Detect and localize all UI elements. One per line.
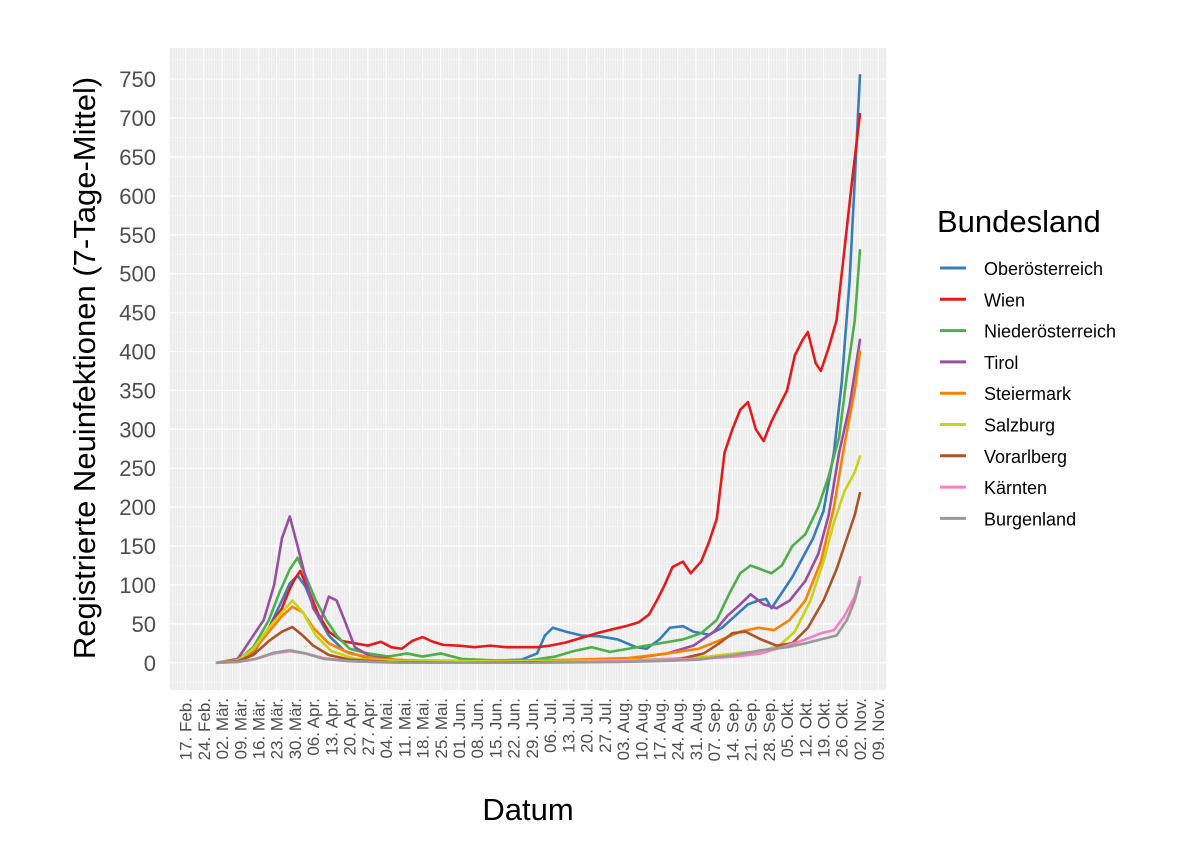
y-tick-label: 300 — [119, 417, 156, 442]
x-tick-label: 31. Aug. — [687, 698, 706, 760]
legend-label: Vorarlberg — [984, 447, 1067, 467]
x-tick-label: 17. Feb. — [177, 698, 196, 760]
panel-background — [170, 48, 886, 690]
legend-label: Kärnten — [984, 478, 1047, 498]
x-tick-label: 20. Apr. — [341, 698, 360, 756]
y-tick-label: 450 — [119, 301, 156, 326]
x-tick-label: 13. Apr. — [322, 698, 341, 756]
x-tick-label: 27. Jul. — [596, 698, 615, 753]
x-tick-label: 03. Aug. — [614, 698, 633, 760]
x-tick-label: 16. Mär. — [250, 698, 269, 759]
y-tick-label: 0 — [144, 651, 156, 676]
y-tick-label: 200 — [119, 495, 156, 520]
x-tick-label: 19. Okt. — [815, 698, 834, 758]
y-tick-label: 100 — [119, 573, 156, 598]
x-tick-label: 12. Okt. — [796, 698, 815, 758]
x-tick-label: 13. Jul. — [559, 698, 578, 753]
x-axis-ticks: 17. Feb. 24. Feb. 02. Mär. 09. Mär. 16. Mär.… — [177, 698, 889, 761]
y-tick-label: 500 — [119, 262, 156, 287]
x-tick-label: 25. Mai. — [432, 698, 451, 758]
grid-lines — [169, 48, 887, 690]
x-tick-label: 29. Jun. — [523, 698, 542, 759]
legend-label: Salzburg — [984, 416, 1055, 436]
x-tick-label: 06. Jul. — [541, 698, 560, 753]
y-tick-label: 400 — [119, 339, 156, 364]
x-tick-label: 11. Mai. — [395, 698, 414, 757]
x-tick-label: 15. Jun. — [486, 698, 505, 759]
x-tick-label: 21. Sep. — [742, 698, 761, 761]
x-tick-label: 07. Sep. — [705, 698, 724, 761]
x-tick-label: 04. Mai. — [377, 698, 396, 758]
y-tick-label: 250 — [119, 456, 156, 481]
x-tick-label: 02. Mär. — [213, 698, 232, 759]
legend-label: Burgenland — [984, 509, 1076, 529]
x-axis-title: Datum — [482, 792, 573, 827]
y-tick-label: 650 — [119, 145, 156, 170]
y-tick-label: 750 — [119, 67, 156, 92]
legend-title: Bundesland — [937, 204, 1101, 239]
legend-label: Steiermark — [984, 384, 1072, 404]
series-lines — [215, 73, 862, 665]
legend-items: Oberösterreich Wien Niederösterreich Tirol S… — [940, 259, 1116, 529]
x-tick-label: 06. Apr. — [304, 698, 323, 756]
x-tick-label: 20. Jul. — [578, 698, 597, 753]
x-tick-label: 30. Mär. — [286, 698, 305, 759]
y-axis-ticks: 0 50 100 150 200 250 300 350 400 450 500 550 600 650 7… — [119, 67, 156, 676]
x-tick-label: 09. Mär. — [231, 698, 250, 759]
y-axis-title: Registrierte Neuinfektionen (7-Tage-Mitt… — [67, 77, 102, 659]
x-tick-label: 02. Nov. — [851, 698, 870, 760]
x-tick-label: 10. Aug. — [632, 698, 651, 760]
x-tick-label: 27. Apr. — [359, 698, 378, 756]
x-tick-label: 22. Jun. — [505, 698, 524, 759]
x-tick-label: 14. Sep. — [723, 698, 742, 761]
x-tick-label: 18. Mai. — [414, 698, 433, 758]
x-tick-label: 24. Aug. — [669, 698, 688, 760]
x-tick-label: 09. Nov. — [869, 698, 888, 760]
legend-label: Niederösterreich — [984, 322, 1116, 342]
legend: Bundesland Oberösterreich Wien Niederöster… — [937, 204, 1116, 529]
series-line — [215, 350, 862, 665]
y-tick-label: 350 — [119, 378, 156, 403]
y-tick-label: 150 — [119, 534, 156, 559]
x-tick-label: 26. Okt. — [833, 698, 852, 758]
x-tick-label: 08. Jun. — [468, 698, 487, 759]
x-tick-label: 01. Jun. — [450, 698, 469, 759]
y-tick-label: 600 — [119, 184, 156, 209]
x-tick-label: 28. Sep. — [760, 698, 779, 761]
x-tick-label: 24. Feb. — [195, 698, 214, 760]
y-tick-label: 50 — [132, 612, 156, 637]
series-line — [215, 112, 862, 665]
x-tick-label: 23. Mär. — [268, 698, 287, 759]
x-tick-label: 05. Okt. — [778, 698, 797, 758]
series-line — [215, 579, 862, 665]
legend-label: Wien — [984, 290, 1025, 310]
legend-label: Oberösterreich — [984, 259, 1103, 279]
y-tick-label: 700 — [119, 106, 156, 131]
legend-label: Tirol — [984, 353, 1018, 373]
x-tick-label: 17. Aug. — [650, 698, 669, 760]
y-tick-label: 550 — [119, 223, 156, 248]
